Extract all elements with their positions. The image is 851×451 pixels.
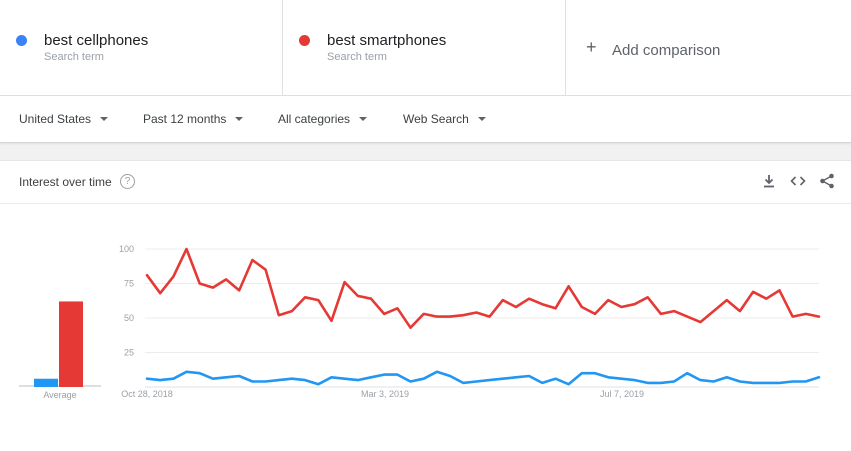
region-dropdown[interactable]: United States <box>19 112 109 126</box>
average-label: Average <box>43 390 76 400</box>
search-terms-bar: best cellphones Search term best smartph… <box>0 0 851 96</box>
y-tick-label: 75 <box>124 279 134 289</box>
add-comparison-label: Add comparison <box>612 42 721 59</box>
series-line-best-smartphones <box>145 247 821 329</box>
category-label: All categories <box>278 112 351 126</box>
time-range-dropdown[interactable]: Past 12 months <box>143 112 244 126</box>
term-name: best smartphones <box>327 32 447 49</box>
x-tick-label: Jul 7, 2019 <box>600 389 644 399</box>
y-tick-label: 50 <box>124 313 134 323</box>
x-tick-label: Oct 28, 2018 <box>121 389 173 399</box>
x-tick-label: Mar 3, 2019 <box>361 389 409 399</box>
series-line-best-cellphones <box>145 370 821 386</box>
x-axis-labels: Oct 28, 2018 Mar 3, 2019 Jul 7, 2019 <box>121 389 644 399</box>
chart-series <box>145 247 821 386</box>
caret-down-icon <box>100 116 109 121</box>
term-subtitle: Search term <box>327 51 387 63</box>
time-range-label: Past 12 months <box>143 112 227 126</box>
help-icon[interactable]: ? <box>120 174 135 189</box>
average-bars: Average <box>19 301 101 400</box>
term-name: best cellphones <box>44 32 149 49</box>
interest-over-time-chart: Average 25 50 75 100 Oct 28, 2018 Mar 3, 201… <box>19 244 821 400</box>
search-type-label: Web Search <box>403 112 469 126</box>
region-dropdown-label: United States <box>19 112 92 126</box>
term-card-best-smartphones[interactable]: best smartphones Search term <box>283 0 566 95</box>
series-color-dot <box>16 35 27 46</box>
term-card-best-cellphones[interactable]: best cellphones Search term <box>0 0 283 95</box>
chart-grid: 25 50 75 100 <box>119 244 819 388</box>
term-subtitle: Search term <box>44 51 104 63</box>
category-dropdown[interactable]: All categories <box>278 112 368 126</box>
add-comparison-button[interactable]: + Add comparison <box>566 0 851 95</box>
caret-down-icon <box>477 116 486 121</box>
y-tick-label: 25 <box>124 348 134 358</box>
interest-over-time-card: Interest over time ? Average 25 50 75 100 O… <box>0 160 851 451</box>
card-title: Interest over time <box>19 175 112 189</box>
plus-icon: + <box>586 37 597 57</box>
series-color-dot <box>299 35 310 46</box>
embed-icon[interactable] <box>789 172 807 190</box>
caret-down-icon <box>359 116 368 121</box>
caret-down-icon <box>235 116 244 121</box>
filters-bar: United States Past 12 months All categor… <box>0 96 851 143</box>
y-tick-label: 100 <box>119 244 134 254</box>
share-icon[interactable] <box>818 172 836 190</box>
download-icon[interactable] <box>760 172 778 190</box>
average-bar-best-cellphones <box>34 378 58 387</box>
search-type-dropdown[interactable]: Web Search <box>403 112 486 126</box>
average-bar-best-smartphones <box>59 301 83 387</box>
card-header: Interest over time ? <box>0 161 851 204</box>
